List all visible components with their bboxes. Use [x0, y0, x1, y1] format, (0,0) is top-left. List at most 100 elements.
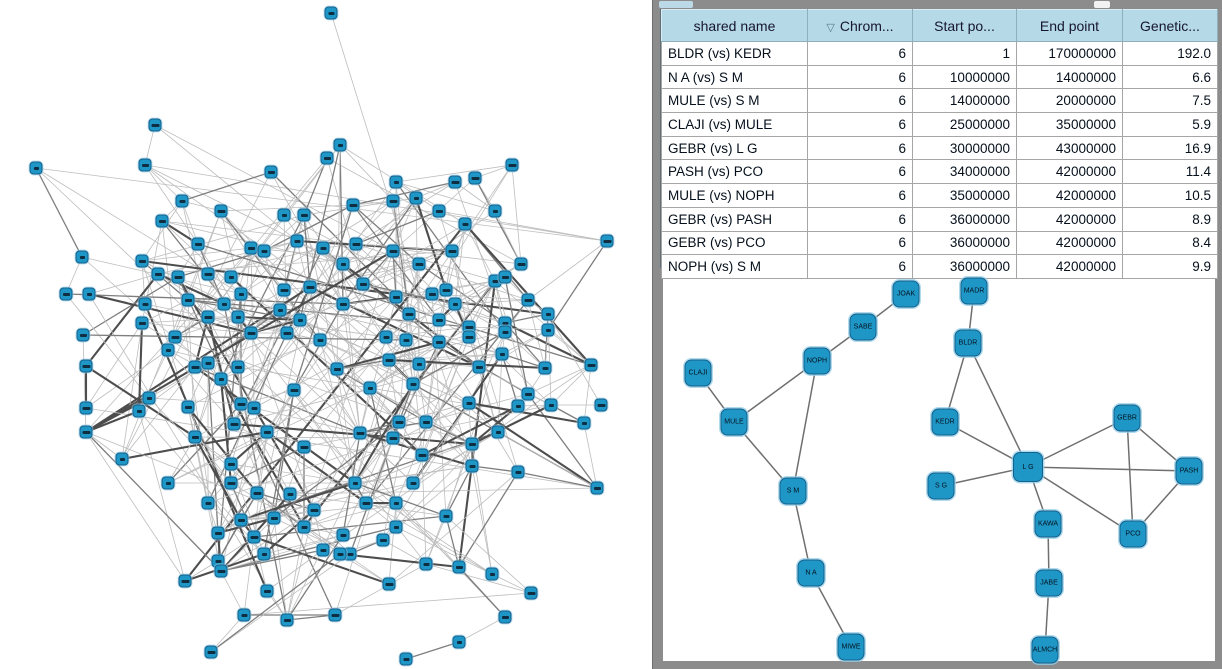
- network-node-l-g[interactable]: L G: [1013, 452, 1043, 482]
- table-row[interactable]: GEBR (vs) L G 6 30000000 43000000 16.9: [661, 135, 1218, 161]
- network-node[interactable]: [231, 360, 245, 374]
- network-node[interactable]: [346, 198, 360, 212]
- cell-value[interactable]: 25000000: [912, 112, 1017, 137]
- network-node[interactable]: [465, 437, 479, 451]
- network-node[interactable]: [389, 496, 403, 510]
- network-node-mule[interactable]: MULE: [720, 408, 748, 436]
- network-node[interactable]: [79, 401, 93, 415]
- network-node[interactable]: [214, 372, 228, 386]
- network-node-pco[interactable]: PCO: [1119, 520, 1147, 548]
- cell-value[interactable]: 36000000: [912, 254, 1017, 279]
- network-node-pash[interactable]: PASH: [1175, 457, 1203, 485]
- network-node[interactable]: [363, 381, 377, 395]
- network-node[interactable]: [406, 476, 420, 490]
- cell-value[interactable]: 6.6: [1122, 64, 1218, 90]
- network-node[interactable]: [432, 335, 446, 349]
- network-node[interactable]: [324, 6, 338, 20]
- network-node[interactable]: [333, 547, 347, 561]
- network-node[interactable]: [328, 608, 342, 622]
- network-node[interactable]: [511, 399, 525, 413]
- network-node[interactable]: [399, 333, 413, 347]
- network-node[interactable]: [462, 320, 476, 334]
- network-node[interactable]: [201, 496, 215, 510]
- network-node[interactable]: [419, 415, 433, 429]
- network-node[interactable]: [79, 359, 93, 373]
- network-node[interactable]: [224, 457, 238, 471]
- network-node[interactable]: [498, 325, 512, 339]
- network-node[interactable]: [439, 283, 453, 297]
- network-node[interactable]: [148, 118, 162, 132]
- cell-value[interactable]: 5.9: [1122, 112, 1218, 137]
- filter-funnel-icon[interactable]: ▽: [826, 21, 835, 34]
- network-node[interactable]: [584, 358, 598, 372]
- network-node[interactable]: [514, 257, 528, 271]
- network-node[interactable]: [161, 476, 175, 490]
- table-row[interactable]: BLDR (vs) KEDR 6 1 170000000 192.0: [661, 41, 1218, 66]
- network-node[interactable]: [409, 191, 423, 205]
- cell-value[interactable]: 36000000: [912, 206, 1017, 232]
- network-node[interactable]: [307, 503, 321, 517]
- network-node[interactable]: [348, 476, 362, 490]
- network-node[interactable]: [290, 234, 304, 248]
- cell-value[interactable]: 42000000: [1016, 159, 1123, 185]
- network-node[interactable]: [211, 526, 225, 540]
- network-node[interactable]: [462, 330, 476, 344]
- cell-value[interactable]: 192.0: [1122, 41, 1218, 66]
- network-node[interactable]: [138, 297, 152, 311]
- network-node-noph[interactable]: NOPH: [803, 347, 831, 375]
- network-node-s-g[interactable]: S G: [927, 472, 955, 500]
- network-node[interactable]: [224, 476, 238, 490]
- column-header-genetic---[interactable]: Genetic...: [1122, 9, 1218, 42]
- network-node[interactable]: [297, 440, 311, 454]
- network-node[interactable]: [448, 297, 462, 311]
- table-row[interactable]: CLAJI (vs) MULE 6 25000000 35000000 5.9: [661, 112, 1218, 137]
- network-node[interactable]: [590, 481, 604, 495]
- network-node[interactable]: [181, 400, 195, 414]
- cell-value[interactable]: 42000000: [1016, 254, 1123, 279]
- network-node[interactable]: [544, 398, 558, 412]
- network-node[interactable]: [82, 287, 96, 301]
- cell-value[interactable]: 6: [807, 41, 913, 66]
- network-node[interactable]: [277, 208, 291, 222]
- network-node[interactable]: [234, 397, 248, 411]
- network-node[interactable]: [264, 165, 278, 179]
- network-node[interactable]: [214, 564, 228, 578]
- cell-value[interactable]: 170000000: [1016, 41, 1123, 66]
- cell-value[interactable]: 6: [807, 112, 913, 137]
- network-node[interactable]: [155, 214, 169, 228]
- network-node[interactable]: [439, 509, 453, 523]
- network-node[interactable]: [432, 204, 446, 218]
- network-node[interactable]: [135, 316, 149, 330]
- network-node[interactable]: [135, 254, 149, 268]
- cell-value[interactable]: 42000000: [1016, 183, 1123, 208]
- network-node[interactable]: [283, 487, 297, 501]
- cell-shared-name[interactable]: MULE (vs) S M: [661, 88, 808, 114]
- cell-value[interactable]: 6: [807, 206, 913, 232]
- cell-value[interactable]: 6: [807, 183, 913, 208]
- cell-value[interactable]: 20000000: [1016, 88, 1123, 114]
- network-node-claji[interactable]: CLAJI: [684, 359, 712, 387]
- network-node[interactable]: [392, 415, 406, 429]
- network-node[interactable]: [257, 244, 271, 258]
- network-node[interactable]: [161, 343, 175, 357]
- cell-shared-name[interactable]: N A (vs) S M: [661, 64, 808, 90]
- network-node[interactable]: [412, 357, 426, 371]
- network-node[interactable]: [336, 297, 350, 311]
- network-node[interactable]: [244, 326, 258, 340]
- cell-value[interactable]: 35000000: [1016, 112, 1123, 137]
- network-node[interactable]: [188, 360, 202, 374]
- network-node[interactable]: [188, 430, 202, 444]
- network-node[interactable]: [201, 356, 215, 370]
- network-node[interactable]: [386, 244, 400, 258]
- sub-network-view[interactable]: JOAK MADR SABE BLDR NOPH CLAJI GEBR MULE KEDR L G…: [663, 277, 1215, 664]
- column-header-start-po---[interactable]: Start po...: [912, 9, 1017, 42]
- table-row[interactable]: NOPH (vs) S M 6 36000000 42000000 9.9: [661, 254, 1218, 279]
- cell-value[interactable]: 42000000: [1016, 206, 1123, 232]
- network-node[interactable]: [260, 584, 274, 598]
- table-row[interactable]: PASH (vs) PCO 6 34000000 42000000 11.4: [661, 159, 1218, 185]
- network-node[interactable]: [277, 283, 291, 297]
- network-node[interactable]: [234, 513, 248, 527]
- cell-value[interactable]: 6: [807, 64, 913, 90]
- network-node[interactable]: [293, 313, 307, 327]
- network-node-bldr[interactable]: BLDR: [954, 329, 982, 357]
